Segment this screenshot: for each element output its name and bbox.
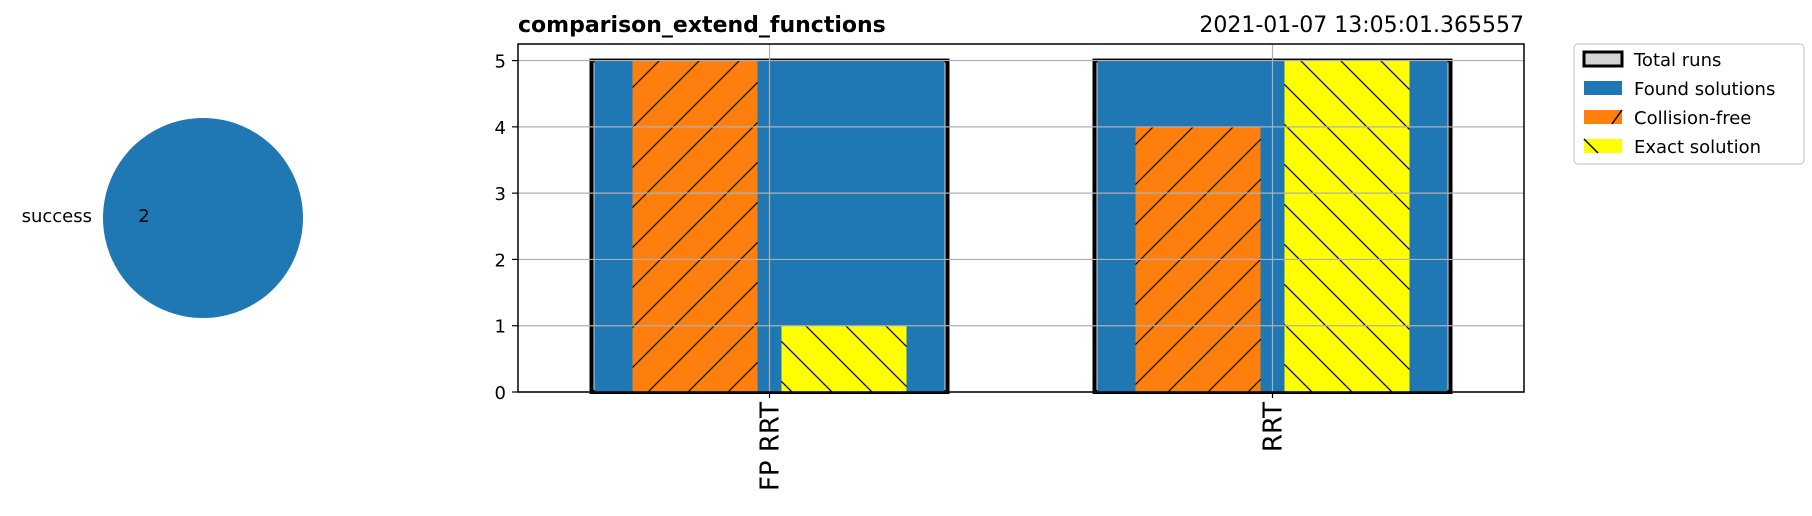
pie-slice-success: [103, 118, 303, 318]
bar-exact-solution-fp-rrt: [781, 325, 907, 392]
pie-slice-value-label: 2: [138, 206, 149, 227]
legend-label-total-runs: Total runs: [1633, 50, 1721, 71]
legend-swatch-found-solutions: [1584, 81, 1622, 95]
legend-frame: [1573, 43, 1805, 165]
legend: Total runs Found solutions Collision-free E…: [1573, 43, 1805, 165]
bar-marks: [589, 58, 1453, 394]
legend-swatch-collision-free: [1584, 110, 1622, 124]
legend-hatch-exact-solution: [1583, 138, 1599, 154]
y-tick-label: 5: [495, 52, 506, 73]
bar-chart: comparison_extend_functions 2021-01-07 1…: [495, 13, 1525, 491]
y-axis: 0 1 2 3 4 5: [495, 52, 518, 404]
legend-label-found-solutions: Found solutions: [1634, 79, 1775, 100]
chart-title: comparison_extend_functions: [518, 13, 886, 38]
plot-frame: [517, 43, 1525, 393]
x-axis: FP RRT RRT: [756, 392, 1289, 491]
chart-timestamp: 2021-01-07 13:05:01.365557: [1199, 13, 1524, 38]
legend-label-exact-solution: Exact solution: [1634, 137, 1761, 158]
x-tick-label: FP RRT: [756, 402, 786, 491]
x-tick-label: RRT: [1259, 402, 1289, 452]
bar-exact-solution-rrt: [1284, 60, 1410, 392]
legend-hatch-collision-free: [1611, 109, 1623, 125]
legend-swatch-exact-solution: [1584, 139, 1622, 153]
pie-slice-label: success: [22, 206, 92, 227]
y-tick-label: 0: [495, 383, 506, 404]
legend-swatch-total-runs: [1582, 50, 1624, 68]
legend-label-collision-free: Collision-free: [1634, 108, 1751, 129]
pie-chart: success 2: [22, 118, 303, 318]
y-tick-label: 1: [495, 317, 506, 338]
y-tick-label: 2: [495, 250, 506, 271]
bar-collision-free-fp-rrt: [632, 60, 758, 392]
y-tick-label: 3: [495, 184, 506, 205]
y-tick-label: 4: [495, 118, 506, 139]
